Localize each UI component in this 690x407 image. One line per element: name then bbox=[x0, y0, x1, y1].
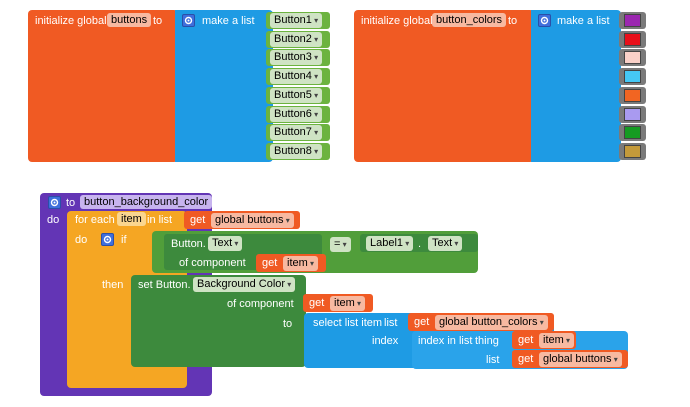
to-label-colors: to bbox=[508, 15, 518, 27]
text-prop-dropdown[interactable]: Text bbox=[208, 236, 243, 251]
button-component-dropdown[interactable]: Button6 bbox=[270, 106, 323, 122]
list-item-slot[interactable]: Button4 bbox=[266, 68, 330, 86]
proc-to-label: to bbox=[66, 197, 76, 209]
list-item-slot[interactable]: Button3 bbox=[266, 49, 330, 67]
color-swatch[interactable] bbox=[624, 88, 641, 102]
color-slot[interactable] bbox=[619, 86, 646, 104]
global-button-colors-dropdown[interactable]: global button_colors bbox=[435, 315, 548, 330]
get-label: get bbox=[309, 297, 325, 309]
get-item-block-3[interactable]: get item bbox=[512, 331, 576, 349]
button-component-dropdown[interactable]: Button1 bbox=[270, 13, 323, 28]
make-list-label: make a list bbox=[202, 15, 255, 27]
of-component-label-2: of component bbox=[227, 298, 294, 310]
procedure-gear-icon[interactable] bbox=[48, 196, 61, 209]
procedure-name[interactable]: button_background_color bbox=[80, 195, 213, 209]
get-global-button-colors-block[interactable]: get global button_colors bbox=[408, 313, 554, 331]
button-component-dropdown[interactable]: Button2 bbox=[270, 31, 323, 47]
color-slot[interactable] bbox=[619, 12, 646, 29]
list-item-slot[interactable]: Button5 bbox=[266, 86, 330, 104]
for-each-item-var[interactable]: item bbox=[117, 212, 146, 226]
dot-label: . bbox=[418, 238, 422, 250]
to-label: to bbox=[153, 15, 163, 27]
var-name-button-colors[interactable]: button_colors bbox=[432, 13, 507, 27]
get-label: get bbox=[414, 316, 430, 328]
global-buttons-dropdown[interactable]: global buttons bbox=[211, 213, 294, 228]
if-block[interactable] bbox=[95, 230, 135, 380]
list-item-slot[interactable]: Button8 bbox=[266, 142, 330, 160]
label-text-prop-dropdown[interactable]: Text bbox=[428, 236, 463, 251]
get-item-block-2[interactable]: get item bbox=[303, 294, 373, 312]
make-list-block[interactable] bbox=[175, 10, 273, 162]
index-in-list-label: index in list bbox=[418, 335, 473, 347]
color-slot[interactable] bbox=[619, 142, 646, 160]
item-dropdown[interactable]: item bbox=[283, 256, 319, 271]
button-component-dropdown[interactable]: Button7 bbox=[270, 125, 323, 141]
bgcolor-prop-dropdown[interactable]: Background Color bbox=[193, 277, 296, 292]
list-label: list bbox=[384, 317, 398, 329]
button-component-dropdown[interactable]: Button8 bbox=[270, 143, 323, 159]
color-slot[interactable] bbox=[619, 49, 646, 67]
item-dropdown-2[interactable]: item bbox=[330, 296, 366, 311]
color-swatch[interactable] bbox=[624, 144, 641, 158]
of-component-label: of component bbox=[179, 257, 246, 269]
color-slot[interactable] bbox=[619, 68, 646, 86]
button-component-dropdown[interactable]: Button5 bbox=[270, 87, 323, 103]
var-name-buttons[interactable]: buttons bbox=[107, 13, 152, 27]
global-buttons-dropdown-2[interactable]: global buttons bbox=[539, 352, 622, 367]
for-each-do-label: do bbox=[75, 234, 88, 246]
get-label: get bbox=[518, 334, 534, 346]
init-global-label: initialize global bbox=[35, 15, 107, 27]
color-slot[interactable] bbox=[619, 124, 646, 142]
mutator-gear-icon[interactable] bbox=[182, 14, 195, 27]
color-slot[interactable] bbox=[619, 30, 646, 48]
get-label: get bbox=[262, 257, 278, 269]
make-list-label-colors: make a list bbox=[557, 15, 610, 27]
list-item-slot[interactable]: Button2 bbox=[266, 30, 330, 48]
mutator-gear-icon[interactable] bbox=[538, 14, 551, 27]
label1-dropdown[interactable]: Label1 bbox=[366, 236, 414, 251]
color-swatch[interactable] bbox=[624, 51, 641, 65]
in-list-label: in list bbox=[147, 214, 173, 226]
get-item-block[interactable]: get item bbox=[256, 254, 326, 272]
thing-label: thing bbox=[475, 335, 499, 347]
button-text-prefix: Button. bbox=[171, 238, 206, 250]
index-label: index bbox=[372, 335, 399, 347]
get-label: get bbox=[190, 214, 206, 226]
color-swatch[interactable] bbox=[624, 126, 641, 140]
proc-do-label: do bbox=[47, 214, 60, 226]
get-label: get bbox=[518, 353, 534, 365]
to-label-2: to bbox=[283, 318, 293, 330]
color-swatch[interactable] bbox=[624, 32, 641, 46]
for-each-label: for each bbox=[75, 214, 115, 226]
color-slot[interactable] bbox=[619, 105, 646, 123]
select-list-item-label: select list item bbox=[313, 317, 383, 329]
equals-dropdown[interactable]: = bbox=[330, 237, 351, 252]
if-gear-icon[interactable] bbox=[101, 233, 114, 246]
list-item-slot[interactable]: Button7 bbox=[266, 124, 330, 142]
get-global-buttons-block-2[interactable]: get global buttons bbox=[512, 350, 628, 368]
if-label: if bbox=[121, 234, 127, 246]
get-global-buttons-block[interactable]: get global buttons bbox=[184, 211, 300, 229]
set-button-label: set Button. bbox=[138, 279, 191, 291]
init-colors-block[interactable] bbox=[354, 10, 534, 162]
button-component-dropdown[interactable]: Button4 bbox=[270, 69, 323, 85]
item-dropdown-3[interactable]: item bbox=[539, 333, 575, 348]
color-swatch[interactable] bbox=[624, 14, 641, 27]
init-global-label-colors: initialize global bbox=[361, 15, 433, 27]
color-swatch[interactable] bbox=[624, 70, 641, 84]
color-swatch[interactable] bbox=[624, 107, 641, 121]
then-label: then bbox=[102, 279, 124, 291]
list-item-slot[interactable]: Button6 bbox=[266, 105, 330, 123]
list-label-2: list bbox=[486, 354, 500, 366]
button-component-dropdown[interactable]: Button3 bbox=[270, 50, 323, 66]
list-item-slot[interactable]: Button1 bbox=[266, 12, 330, 29]
init-buttons-block[interactable] bbox=[28, 10, 178, 162]
make-list-block-colors[interactable] bbox=[531, 10, 621, 162]
